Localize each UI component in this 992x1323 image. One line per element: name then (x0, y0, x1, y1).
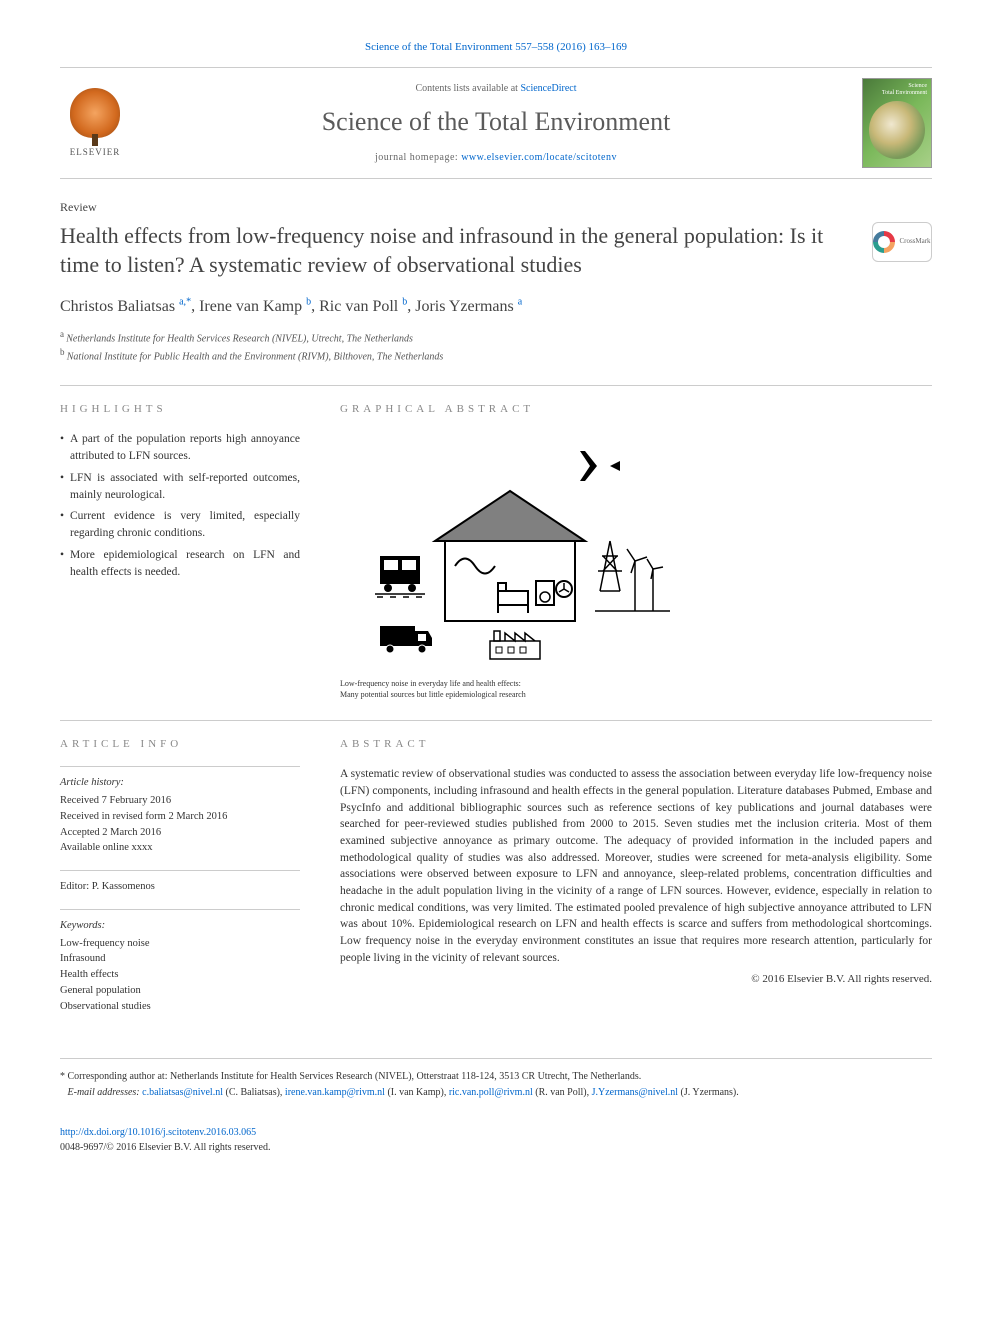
keyword: Observational studies (60, 999, 300, 1015)
journal-header: ELSEVIER Contents lists available at Sci… (60, 67, 932, 179)
airplane-icon (575, 451, 620, 481)
author-list: Christos Baliatsas a,*, Irene van Kamp b… (60, 295, 932, 318)
article-history-block: Article history: Received 7 February 201… (60, 766, 300, 856)
house-roof-icon (435, 491, 585, 541)
author-email-link[interactable]: irene.van.kamp@rivm.nl (285, 1087, 385, 1098)
journal-homepage-link[interactable]: www.elsevier.com/locate/scitotenv (461, 152, 617, 163)
keywords-block: Keywords: Low-frequency noiseInfrasoundH… (60, 909, 300, 1015)
email-label: E-mail addresses: (68, 1087, 140, 1098)
editor-block: Editor: P. Kassomenos (60, 870, 300, 895)
editor-name: P. Kassomenos (92, 881, 155, 892)
graphical-abstract-caption: Low-frequency noise in everyday life and… (340, 679, 932, 700)
elsevier-logo: ELSEVIER (60, 88, 130, 158)
abstract-copyright: © 2016 Elsevier B.V. All rights reserved… (340, 972, 932, 987)
citation-reference: Science of the Total Environment 557–558… (60, 40, 932, 55)
train-icon (375, 556, 425, 597)
correspondence-address: Netherlands Institute for Health Service… (170, 1071, 641, 1082)
journal-title: Science of the Total Environment (130, 104, 862, 140)
doi-block: http://dx.doi.org/10.1016/j.scitotenv.20… (60, 1125, 932, 1155)
crossmark-icon (873, 231, 895, 253)
journal-homepage-line: journal homepage: www.elsevier.com/locat… (130, 151, 862, 165)
factory-icon (490, 631, 540, 659)
issn-copyright: 0048-9697/© 2016 Elsevier B.V. All right… (60, 1142, 270, 1153)
affiliation-list: a Netherlands Institute for Health Servi… (60, 328, 932, 365)
correspondence-block: * Corresponding author at: Netherlands I… (60, 1069, 932, 1101)
article-title: Health effects from low-frequency noise … (60, 222, 872, 279)
author: Christos Baliatsas a,* (60, 298, 191, 315)
history-line: Received 7 February 2016 (60, 793, 300, 809)
keyword: General population (60, 983, 300, 999)
article-type: Review (60, 199, 932, 216)
corresponding-star-icon: * (186, 296, 191, 307)
history-line: Available online xxxx (60, 840, 300, 856)
highlight-item: LFN is associated with self-reported out… (60, 470, 300, 505)
affiliation: b National Institute for Public Health a… (60, 346, 932, 364)
footnote-separator (60, 1058, 932, 1059)
doi-link[interactable]: http://dx.doi.org/10.1016/j.scitotenv.20… (60, 1127, 256, 1138)
author: Ric van Poll b (319, 298, 407, 315)
article-info-label: ARTICLE INFO (60, 737, 300, 752)
highlights-list: A part of the population reports high an… (60, 431, 300, 581)
cover-title: ScienceTotal Environment (867, 83, 927, 96)
transmission-tower-icon (598, 541, 622, 591)
history-line: Received in revised form 2 March 2016 (60, 809, 300, 825)
abstract-label: ABSTRACT (340, 737, 932, 752)
keyword: Infrasound (60, 951, 300, 967)
affiliation: a Netherlands Institute for Health Servi… (60, 328, 932, 346)
keywords-heading: Keywords: (60, 918, 300, 934)
graphical-abstract-label: GRAPHICAL ABSTRACT (340, 402, 932, 417)
elsevier-tree-icon (70, 88, 120, 137)
author: Irene van Kamp b (199, 298, 311, 315)
crossmark-label: CrossMark (899, 237, 930, 247)
contents-available-line: Contents lists available at ScienceDirec… (130, 82, 862, 96)
soundwave-icon (455, 559, 495, 574)
truck-icon (380, 626, 432, 653)
cover-image-icon (869, 101, 925, 160)
author-email-link[interactable]: J.Yzermans@nivel.nl (592, 1087, 678, 1098)
graphical-abstract-figure (340, 431, 680, 671)
publisher-name: ELSEVIER (70, 146, 121, 159)
contents-prefix: Contents lists available at (415, 83, 520, 94)
keyword: Health effects (60, 967, 300, 983)
highlight-item: More epidemiological research on LFN and… (60, 547, 300, 582)
crossmark-badge[interactable]: CrossMark (872, 222, 932, 262)
history-heading: Article history: (60, 775, 300, 791)
author-email-link[interactable]: c.baliatsas@nivel.nl (142, 1087, 223, 1098)
author-affil-marker: b (306, 296, 311, 307)
journal-cover-thumbnail: ScienceTotal Environment (862, 78, 932, 168)
author: Joris Yzermans a (415, 298, 522, 315)
wind-turbine-icon (627, 549, 663, 611)
author-affil-marker: a (518, 296, 522, 307)
highlight-item: A part of the population reports high an… (60, 431, 300, 466)
sciencedirect-link[interactable]: ScienceDirect (520, 83, 576, 94)
abstract-text: A systematic review of observational stu… (340, 766, 932, 966)
highlight-item: Current evidence is very limited, especi… (60, 508, 300, 543)
keyword: Low-frequency noise (60, 936, 300, 952)
highlights-label: HIGHLIGHTS (60, 402, 300, 417)
history-line: Accepted 2 March 2016 (60, 825, 300, 841)
editor-label: Editor: (60, 881, 89, 892)
bed-icon (498, 591, 528, 605)
author-affil-marker: b (402, 296, 407, 307)
house-body-icon (445, 541, 575, 621)
correspondence-label: Corresponding author at: (68, 1071, 168, 1082)
author-email-link[interactable]: ric.van.poll@rivm.nl (449, 1087, 533, 1098)
homepage-prefix: journal homepage: (375, 152, 461, 163)
